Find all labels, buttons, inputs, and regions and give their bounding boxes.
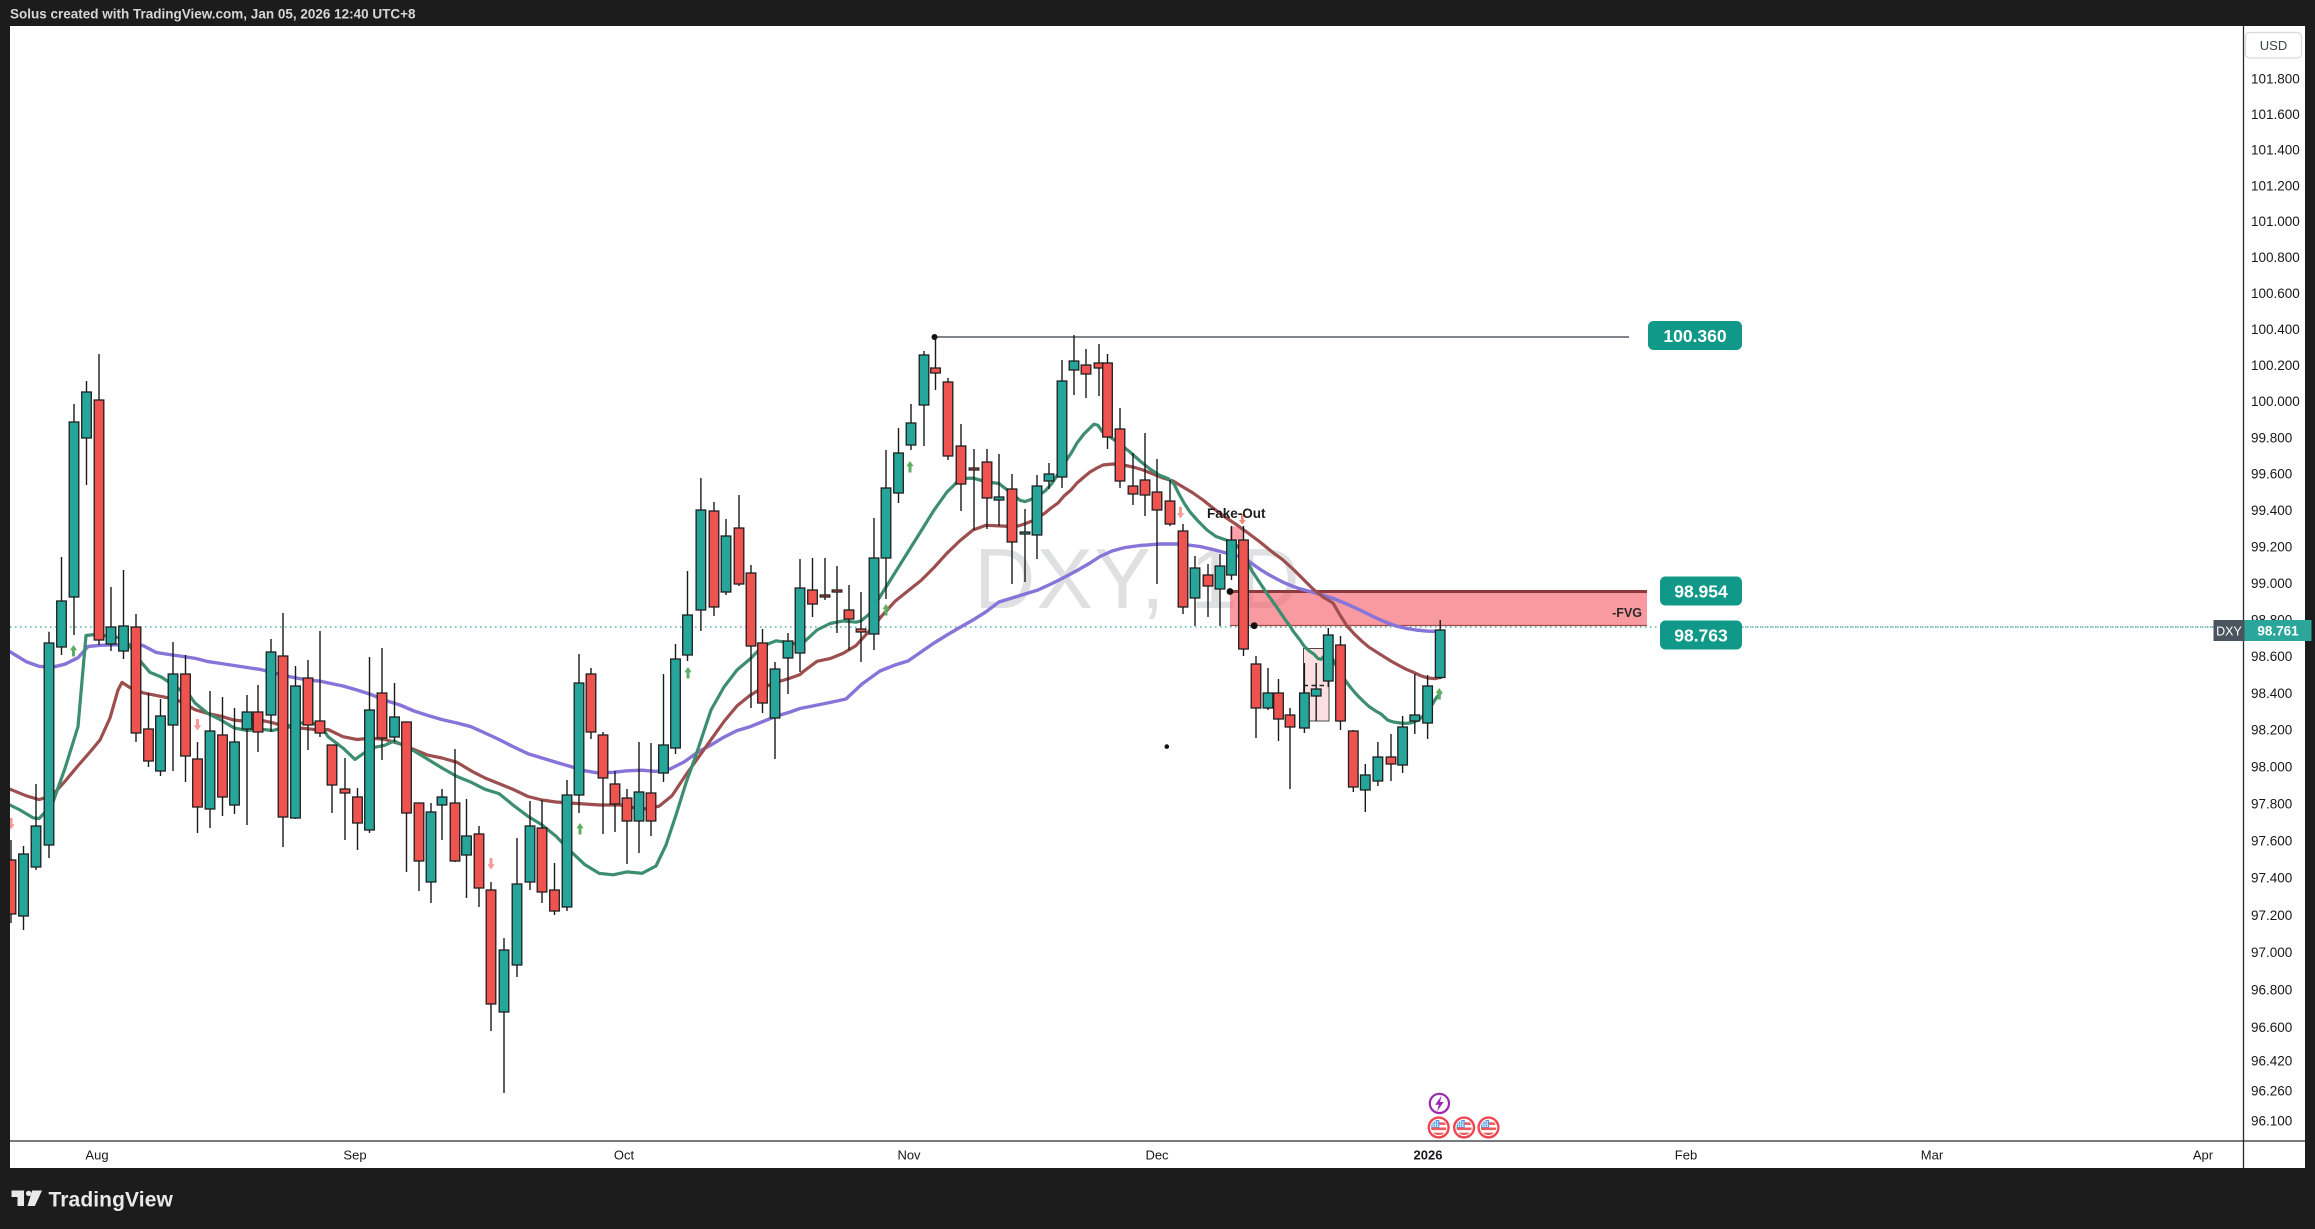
svg-text:100.000: 100.000 bbox=[2251, 394, 2300, 409]
svg-text:98.761: 98.761 bbox=[2257, 624, 2299, 639]
svg-text:Sep: Sep bbox=[343, 1148, 366, 1163]
svg-text:Aug: Aug bbox=[85, 1148, 108, 1163]
svg-text:99.000: 99.000 bbox=[2251, 576, 2292, 591]
svg-text:98.000: 98.000 bbox=[2251, 760, 2292, 775]
svg-text:96.600: 96.600 bbox=[2251, 1020, 2292, 1035]
svg-text:96.100: 96.100 bbox=[2251, 1114, 2292, 1129]
svg-text:101.400: 101.400 bbox=[2251, 143, 2300, 158]
svg-text:96.260: 96.260 bbox=[2251, 1084, 2292, 1099]
svg-text:100.400: 100.400 bbox=[2251, 322, 2300, 337]
svg-text:101.000: 101.000 bbox=[2251, 214, 2300, 229]
svg-text:Solus created with TradingView: Solus created with TradingView.com, Jan … bbox=[10, 7, 416, 22]
svg-text:Apr: Apr bbox=[2193, 1148, 2214, 1163]
svg-text:96.420: 96.420 bbox=[2251, 1054, 2292, 1069]
svg-text:97.000: 97.000 bbox=[2251, 945, 2292, 960]
svg-text:Oct: Oct bbox=[614, 1148, 635, 1163]
svg-text:101.800: 101.800 bbox=[2251, 72, 2300, 87]
svg-text:98.400: 98.400 bbox=[2251, 686, 2292, 701]
svg-text:98.200: 98.200 bbox=[2251, 723, 2292, 738]
svg-text:98.763: 98.763 bbox=[1674, 626, 1728, 646]
svg-text:Dec: Dec bbox=[1145, 1148, 1169, 1163]
svg-text:97.400: 97.400 bbox=[2251, 871, 2292, 886]
svg-text:97.800: 97.800 bbox=[2251, 797, 2292, 812]
svg-text:99.800: 99.800 bbox=[2251, 430, 2292, 445]
svg-text:97.600: 97.600 bbox=[2251, 834, 2292, 849]
svg-text:97.200: 97.200 bbox=[2251, 908, 2292, 923]
svg-text:99.600: 99.600 bbox=[2251, 467, 2292, 482]
svg-text:100.800: 100.800 bbox=[2251, 250, 2300, 265]
svg-text:USD: USD bbox=[2260, 38, 2287, 53]
svg-text:-FVG: -FVG bbox=[1612, 606, 1642, 620]
svg-text:98.600: 98.600 bbox=[2251, 649, 2292, 664]
svg-text:100.600: 100.600 bbox=[2251, 286, 2300, 301]
svg-text:101.200: 101.200 bbox=[2251, 178, 2300, 193]
svg-text:100.360: 100.360 bbox=[1663, 326, 1727, 346]
svg-text:Nov: Nov bbox=[897, 1148, 921, 1163]
svg-text:98.954: 98.954 bbox=[1674, 582, 1728, 602]
svg-text:100.200: 100.200 bbox=[2251, 358, 2300, 373]
svg-text:99.400: 99.400 bbox=[2251, 503, 2292, 518]
svg-text:101.600: 101.600 bbox=[2251, 107, 2300, 122]
svg-text:96.800: 96.800 bbox=[2251, 983, 2292, 998]
svg-text:DXY: DXY bbox=[2216, 624, 2242, 638]
svg-text:Mar: Mar bbox=[1921, 1148, 1944, 1163]
svg-text:Fake-Out: Fake-Out bbox=[1207, 506, 1266, 521]
svg-text:Feb: Feb bbox=[1675, 1148, 1697, 1163]
svg-text:2026: 2026 bbox=[1414, 1148, 1443, 1163]
svg-text:TradingView: TradingView bbox=[49, 1189, 174, 1212]
svg-text:99.200: 99.200 bbox=[2251, 540, 2292, 555]
